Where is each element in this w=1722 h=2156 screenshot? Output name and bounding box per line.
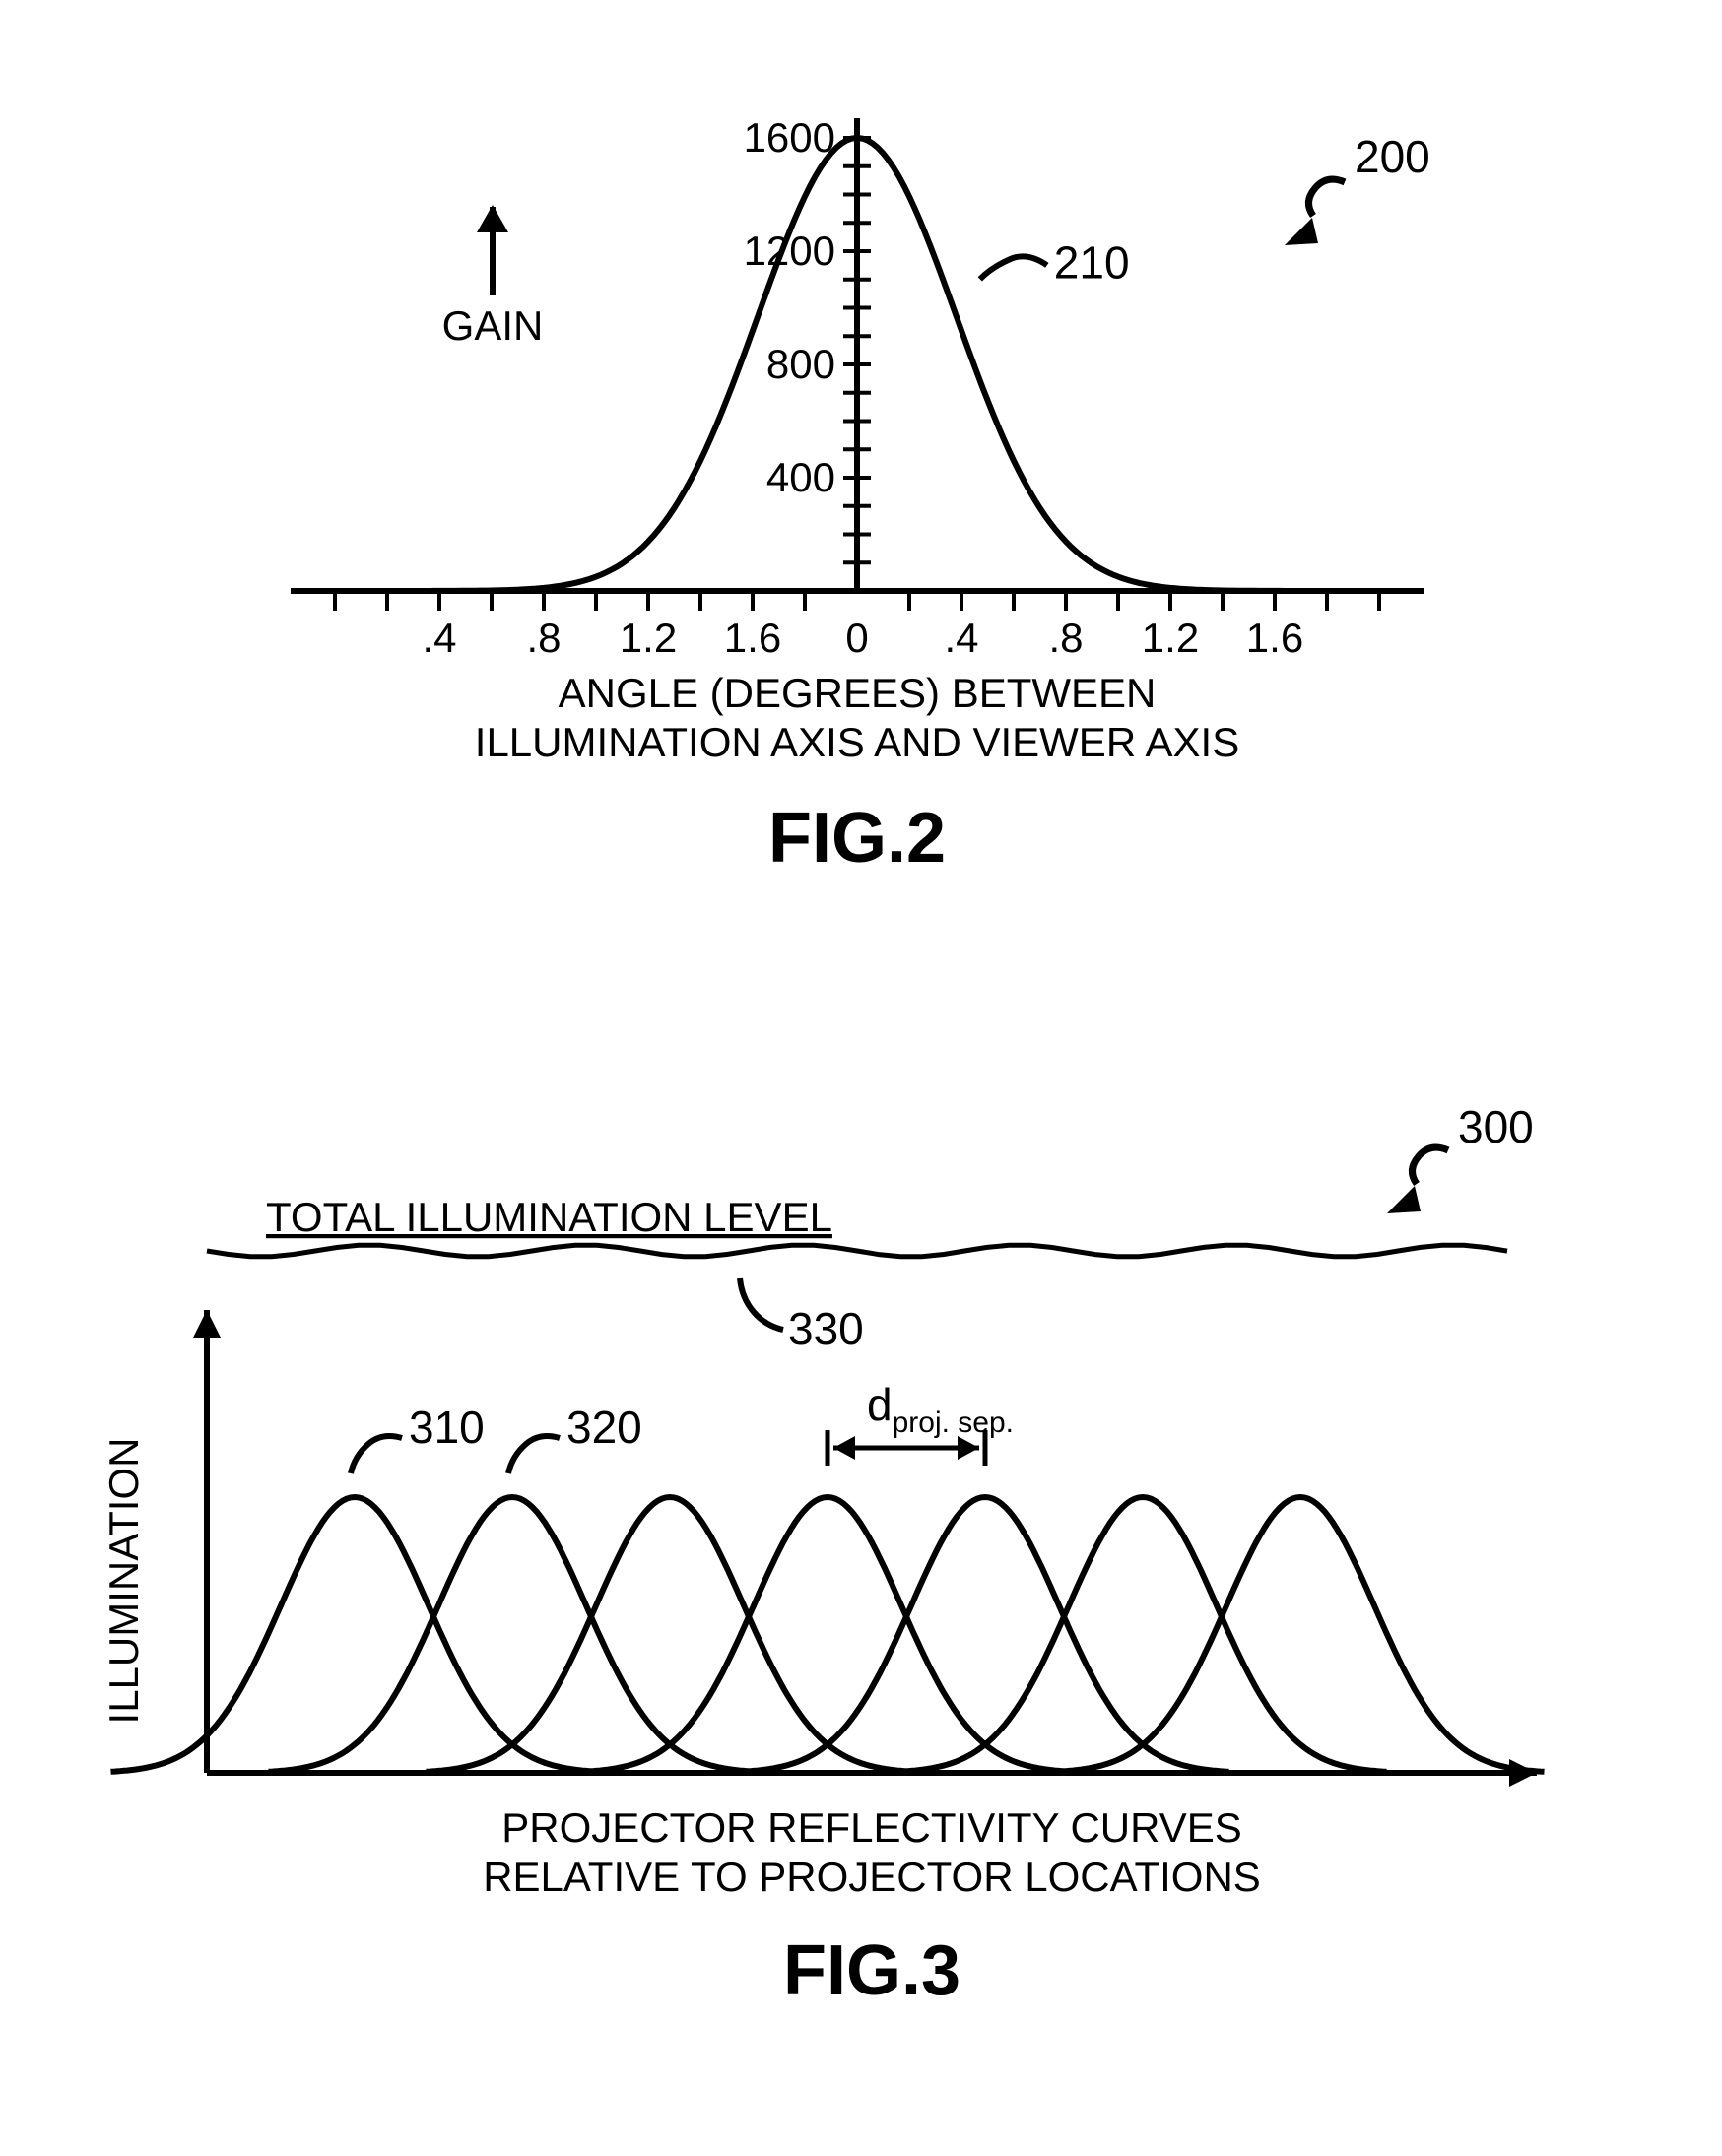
fig3-ref-300: 300 <box>1458 1101 1534 1152</box>
fig3-ref-310: 310 <box>409 1402 485 1453</box>
fig2-xtick-label: 1.2 <box>1142 615 1199 661</box>
fig2-xtick-label: 1.6 <box>1246 615 1303 661</box>
fig2-ylabel: GAIN <box>442 302 544 349</box>
fig3-ref-320-leader <box>508 1436 560 1473</box>
fig2-group: .41.6.81.21.2.81.6.4040080012001600GAINA… <box>291 114 1430 878</box>
fig2-xlabel-line1: ANGLE (DEGREES) BETWEEN <box>559 670 1157 716</box>
fig2-xtick-label: .8 <box>1048 615 1083 661</box>
fig3-ref-330-leader <box>740 1278 783 1330</box>
fig2-ref-210-leader <box>980 256 1047 279</box>
fig2-ytick-label: 400 <box>766 454 835 500</box>
fig2-xtick-label: 1.2 <box>620 615 677 661</box>
fig3-total-line <box>207 1245 1507 1256</box>
fig2-ytick-label: 1600 <box>744 114 835 161</box>
fig3-group: ILLUMINATION TOTAL ILLUMINATION LEVEL 300 3… <box>100 1101 1545 2010</box>
fig3-ylabel: ILLUMINATION <box>100 1438 147 1725</box>
fig3-ref-320: 320 <box>566 1402 642 1453</box>
fig3-xlabel-line2: RELATIVE TO PROJECTOR LOCATIONS <box>483 1854 1261 1900</box>
fig2-xtick-zero: 0 <box>845 615 868 661</box>
fig3-total-label: TOTAL ILLUMINATION LEVEL <box>266 1194 832 1240</box>
fig2-ref-200-leader <box>1308 179 1345 216</box>
fig3-y-arrowhead <box>193 1310 221 1338</box>
fig2-xtick-label: .4 <box>422 615 456 661</box>
fig2-title: FIG.2 <box>768 799 946 878</box>
fig3-sep-label: dproj. sep. <box>867 1379 1014 1439</box>
fig2-ref-210: 210 <box>1054 236 1130 288</box>
fig3-ref-300-arrowhead <box>1387 1186 1421 1213</box>
figure-canvas: .41.6.81.21.2.81.6.4040080012001600GAINA… <box>0 0 1722 2156</box>
fig3-ref-330: 330 <box>788 1303 864 1354</box>
fig3-sep-arrow-l <box>833 1436 855 1460</box>
fig2-gain-arrowhead <box>477 205 508 232</box>
fig3-title: FIG.3 <box>783 1931 960 2010</box>
fig2-ytick-label: 800 <box>766 341 835 387</box>
fig3-ref-310-leader <box>351 1436 402 1473</box>
fig2-ref-200: 200 <box>1355 131 1430 182</box>
fig2-xtick-label: .8 <box>526 615 561 661</box>
fig3-xlabel-line1: PROJECTOR REFLECTIVITY CURVES <box>501 1804 1242 1851</box>
fig3-sep-arrow-r <box>958 1436 979 1460</box>
fig2-xtick-label: 1.6 <box>724 615 781 661</box>
fig2-xlabel-line2: ILLUMINATION AXIS AND VIEWER AXIS <box>475 719 1239 765</box>
fig2-xtick-label: .4 <box>944 615 978 661</box>
fig2-ref-200-arrowhead <box>1285 218 1318 245</box>
fig3-ref-300-leader <box>1412 1147 1448 1184</box>
